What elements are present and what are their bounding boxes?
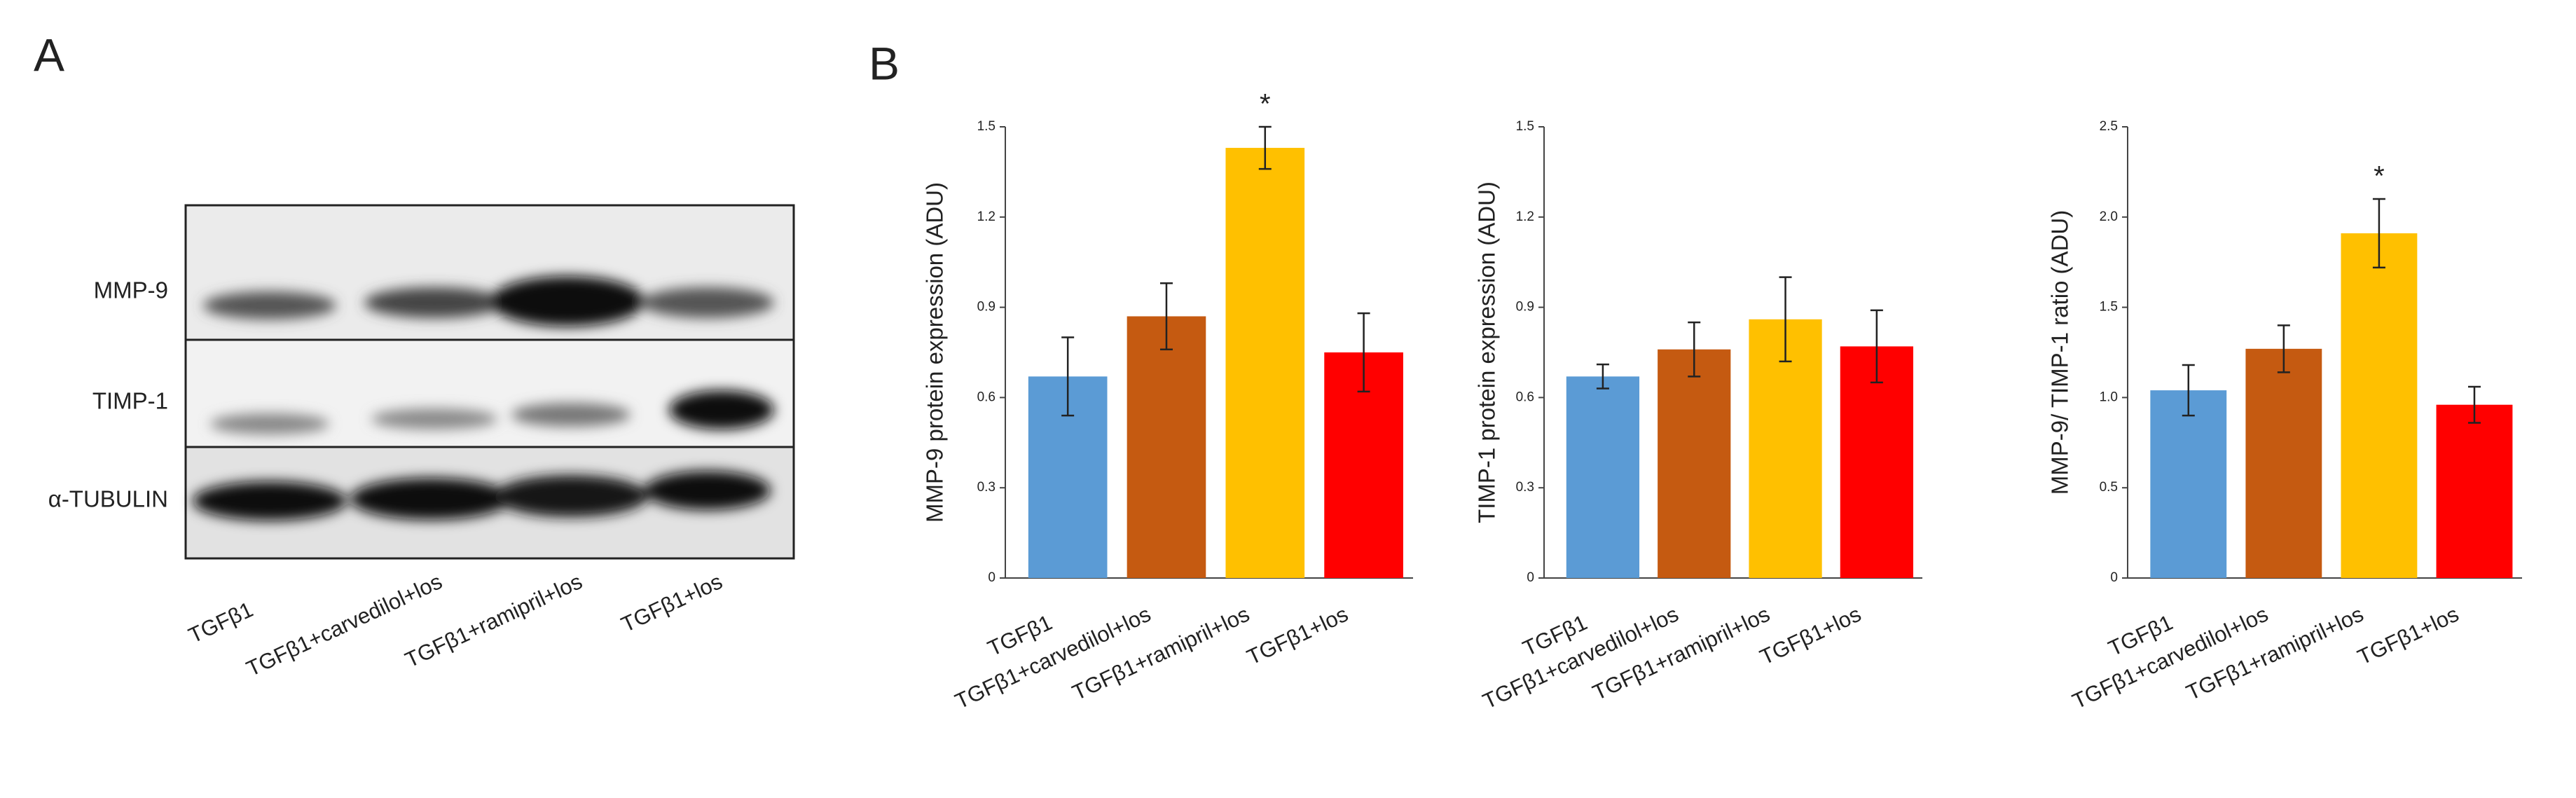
bar (1127, 316, 1206, 578)
y-tick-label: 0.3 (1516, 480, 1534, 495)
y-tick-label: 0 (1527, 570, 1534, 585)
error-bar (1357, 312, 1370, 393)
band (350, 478, 511, 520)
y-axis-label: MMP-9/ TIMP-1 ratio (ADU) (2047, 210, 2073, 495)
y-tick-label: 2.5 (2100, 119, 2118, 134)
lane-label: TGFβ1+los (617, 569, 726, 637)
y-tick-label: 1.0 (2100, 390, 2118, 404)
band (203, 291, 336, 319)
y-tick-label: 0 (988, 570, 996, 585)
error-bar (2467, 385, 2481, 424)
error-bar (1596, 363, 1609, 390)
y-tick-label: 0.5 (2100, 480, 2118, 495)
error-bar (1258, 125, 1272, 170)
x-tick-label: TGFβ1+los (1243, 602, 1351, 670)
bar (1840, 346, 1913, 578)
bar (1566, 376, 1640, 578)
band (364, 287, 504, 318)
significance-mark: * (1260, 89, 1271, 120)
y-tick-label: 0.3 (977, 480, 996, 495)
error-bar (2277, 324, 2290, 373)
y-axis-label: TIMP-1 protein expression (ADU) (1474, 181, 1500, 523)
significance-mark: * (2374, 161, 2385, 192)
y-tick-label: 0 (2110, 570, 2118, 585)
x-tick-label: TGFβ1+ramipril+los (2182, 602, 2367, 706)
y-tick-label: 1.5 (2100, 300, 2118, 315)
y-tick-label: 1.2 (977, 209, 996, 224)
bar (2245, 348, 2322, 578)
y-tick-label: 0.9 (977, 300, 996, 315)
error-bar (2182, 364, 2195, 417)
bar (2436, 404, 2513, 578)
row-label: TIMP-1 (92, 388, 168, 414)
row-label: α-TUBULIN (48, 486, 168, 512)
x-tick-label: TGFβ1+ramipril+los (1068, 602, 1253, 706)
y-tick-label: 1.5 (977, 119, 996, 134)
band (511, 403, 631, 427)
y-tick-label: 2.0 (2100, 209, 2118, 224)
error-bar (1061, 336, 1075, 417)
bar (2341, 233, 2418, 578)
error-bar (1779, 276, 1792, 363)
y-axis-label: MMP-9 protein expression (ADU) (922, 182, 948, 523)
bar (1658, 349, 1731, 578)
band (371, 408, 497, 429)
error-bar (1159, 282, 1173, 350)
x-tick-label: TGFβ1+los (1756, 602, 1865, 670)
y-tick-label: 0.6 (1516, 390, 1534, 404)
blot-strip (184, 204, 795, 341)
band (641, 287, 774, 318)
error-bar (1870, 309, 1883, 384)
error-bar (2372, 198, 2385, 269)
lane-label: TGFβ1 (185, 597, 257, 648)
band (669, 390, 774, 429)
bar (1225, 148, 1305, 578)
band (193, 481, 347, 521)
band (645, 471, 771, 510)
y-tick-label: 1.2 (1516, 209, 1534, 224)
band (490, 276, 645, 326)
bar (1749, 319, 1822, 578)
error-bar (1688, 321, 1701, 378)
western-blot: MMP-9 TIMP-1 α-TUBULIN TGFβ1 TGFβ1+carve… (48, 204, 795, 681)
y-tick-label: 0.6 (977, 390, 996, 404)
panel-label: B (869, 37, 900, 89)
panel-label: A (34, 29, 64, 81)
y-tick-label: 0.9 (1516, 300, 1534, 315)
band (210, 413, 329, 434)
row-label: MMP-9 (94, 277, 168, 303)
bar (2150, 390, 2227, 578)
band (494, 475, 648, 517)
x-tick-label: TGFβ1+los (2354, 602, 2463, 670)
y-tick-label: 1.5 (1516, 119, 1534, 134)
